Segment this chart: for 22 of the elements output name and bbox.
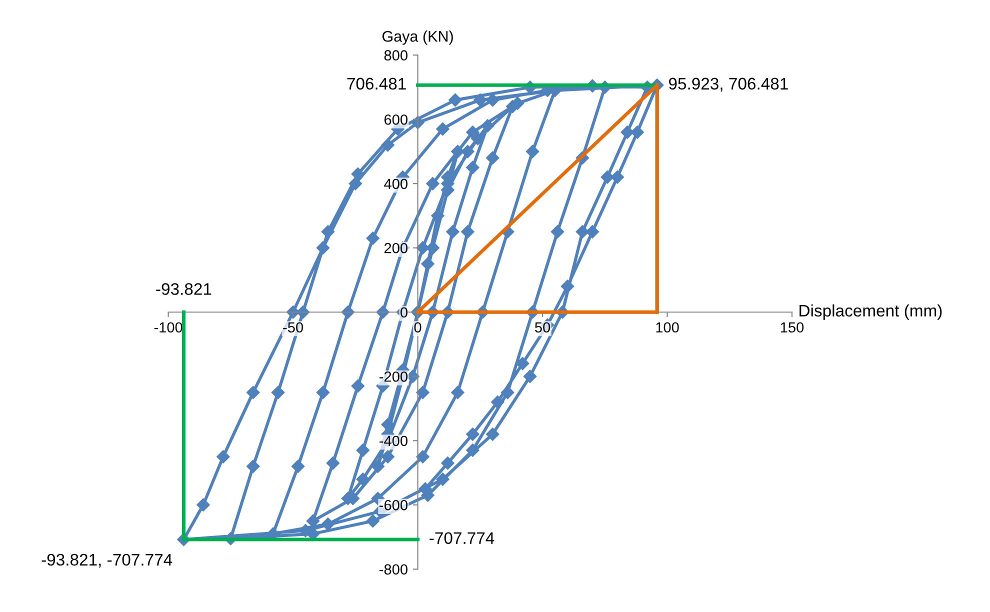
annotation: -93.821, -707.774	[42, 554, 172, 568]
x-tick-label: 100	[656, 322, 679, 333]
x-axis-title: Displacement (mm)	[800, 304, 942, 320]
x-tick-label: -50	[283, 322, 304, 333]
x-tick-label: 50	[534, 322, 550, 333]
y-tick-label: 800	[384, 50, 408, 61]
x-tick-label: 0	[414, 322, 422, 333]
y-tick-label: -400	[380, 436, 408, 446]
y-axis-title: Gaya (KN)	[382, 30, 453, 45]
y-tick-label: 400	[384, 178, 408, 190]
x-tick-label: -100	[154, 322, 182, 333]
y-tick-label: -800	[380, 564, 408, 575]
annotation: -93.821	[156, 283, 212, 295]
x-tick-label: 150	[780, 322, 804, 333]
y-tick-label: -200	[380, 371, 408, 382]
y-tick-label: 0	[400, 307, 408, 318]
annotation: 95.923, 706.481	[668, 78, 788, 92]
y-tick-label: -600	[380, 500, 408, 510]
annotation: 706.481	[347, 78, 406, 90]
y-tick-label: 200	[384, 242, 408, 254]
y-tick-label: 600	[384, 114, 408, 125]
annotation: -707.774	[430, 532, 494, 544]
